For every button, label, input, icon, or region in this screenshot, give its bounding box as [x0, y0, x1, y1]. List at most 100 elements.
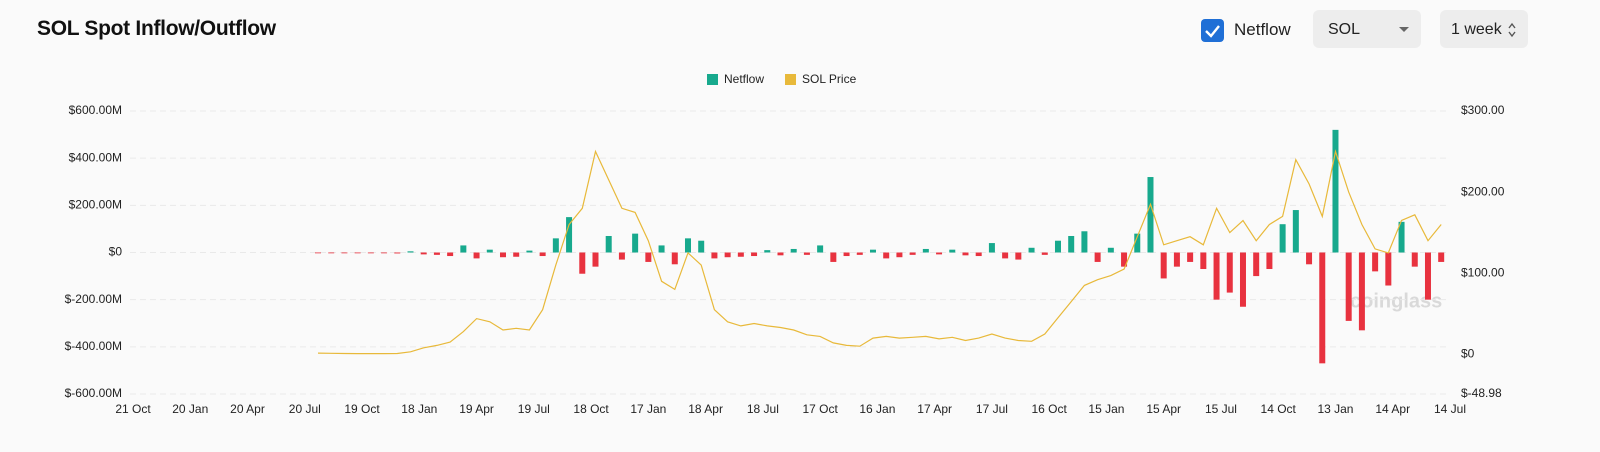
- bar: [341, 252, 348, 254]
- bar: [764, 250, 771, 253]
- x-tick-label: 20 Jul: [289, 402, 321, 416]
- watermark: coinglass: [1350, 290, 1442, 312]
- bar: [777, 252, 784, 256]
- bar: [1438, 252, 1445, 262]
- x-tick-label: 17 Apr: [917, 402, 952, 416]
- bar: [1147, 177, 1154, 253]
- bar: [632, 233, 639, 253]
- bar: [328, 252, 335, 254]
- bar: [354, 252, 361, 254]
- legend-swatch: [707, 74, 718, 85]
- x-tick-label: 16 Oct: [1031, 402, 1067, 416]
- bar: [1424, 252, 1431, 300]
- bar: [1398, 221, 1405, 253]
- bar: [367, 252, 374, 254]
- bar: [645, 252, 652, 262]
- x-tick-label: 15 Jan: [1088, 402, 1124, 416]
- x-tick-label: 21 Oct: [115, 402, 151, 416]
- x-tick-label: 14 Oct: [1261, 402, 1297, 416]
- bar: [737, 252, 744, 257]
- bar: [394, 252, 401, 254]
- y2-tick-label: $-48.98: [1461, 386, 1502, 400]
- bar: [698, 240, 705, 253]
- bar: [1292, 210, 1299, 253]
- bar: [526, 250, 533, 253]
- bar: [936, 252, 943, 255]
- bar: [1134, 233, 1141, 253]
- bar: [1372, 252, 1379, 272]
- bar: [724, 252, 731, 258]
- updown: [1508, 22, 1516, 38]
- bar: [1121, 252, 1128, 267]
- bar: [1411, 252, 1418, 267]
- x-tick-label: 19 Oct: [344, 402, 380, 416]
- y-tick-label: $0: [109, 245, 123, 259]
- y-tick-label: $200.00M: [69, 198, 122, 212]
- bar: [1054, 240, 1061, 253]
- bar: [486, 249, 493, 253]
- x-tick-label: 15 Apr: [1146, 402, 1181, 416]
- bar: [790, 248, 797, 253]
- checkbox[interactable]: [1201, 19, 1224, 42]
- bar: [1107, 247, 1114, 253]
- bar: [552, 238, 559, 253]
- x-tick-label: 15 Jul: [1205, 402, 1237, 416]
- caret: [1399, 27, 1409, 32]
- legend-label: Netflow: [724, 72, 764, 86]
- bar: [1239, 252, 1246, 307]
- bar: [869, 249, 876, 253]
- bar: [856, 252, 863, 255]
- bar: [658, 245, 665, 253]
- bar: [513, 252, 520, 257]
- bar: [803, 252, 810, 255]
- bar: [817, 245, 824, 253]
- checkbox-label[interactable]: Netflow: [1234, 20, 1291, 39]
- bar: [539, 252, 546, 257]
- bar: [1041, 252, 1048, 255]
- x-tick-label: 14 Apr: [1375, 402, 1410, 416]
- bar: [618, 252, 625, 260]
- interval-select[interactable]: 1 week: [1440, 10, 1528, 48]
- bar: [566, 217, 573, 253]
- bar: [460, 245, 467, 253]
- bar: [1200, 252, 1207, 270]
- coin-select[interactable]: SOL: [1313, 10, 1421, 48]
- bar: [1028, 247, 1035, 253]
- bar: [962, 252, 969, 256]
- bar: [499, 252, 506, 258]
- bar: [1173, 252, 1180, 267]
- title: SOL Spot Inflow/Outflow: [37, 17, 276, 40]
- bar: [975, 252, 982, 257]
- bar: [1332, 129, 1339, 253]
- bar: [579, 252, 586, 274]
- y-tick-label: $-400.00M: [65, 339, 122, 353]
- bar: [1002, 252, 1009, 259]
- bar: [1213, 252, 1220, 300]
- bar: [922, 248, 929, 253]
- bar: [843, 252, 850, 257]
- x-tick-label: 18 Apr: [688, 402, 723, 416]
- y2-tick-label: $0: [1461, 346, 1475, 360]
- bar: [1358, 252, 1365, 331]
- bar: [883, 252, 890, 259]
- y-tick-label: $600.00M: [69, 103, 122, 117]
- x-tick-label: 20 Jan: [172, 402, 208, 416]
- bar: [1081, 231, 1088, 253]
- bar: [420, 252, 427, 255]
- legend-label: SOL Price: [802, 72, 857, 86]
- x-tick-label: 19 Jul: [518, 402, 550, 416]
- bar: [1015, 252, 1022, 260]
- bar: [751, 252, 758, 257]
- y-tick-label: $400.00M: [69, 150, 122, 164]
- bar: [671, 252, 678, 265]
- x-tick-label: 13 Jan: [1317, 402, 1353, 416]
- bar: [1319, 252, 1326, 364]
- x-tick-label: 17 Jul: [976, 402, 1008, 416]
- y2-tick-label: $200.00: [1461, 184, 1505, 198]
- bar: [1345, 252, 1352, 321]
- bar: [381, 252, 388, 254]
- bar: [949, 249, 956, 253]
- bar: [1187, 252, 1194, 262]
- bar: [314, 252, 321, 254]
